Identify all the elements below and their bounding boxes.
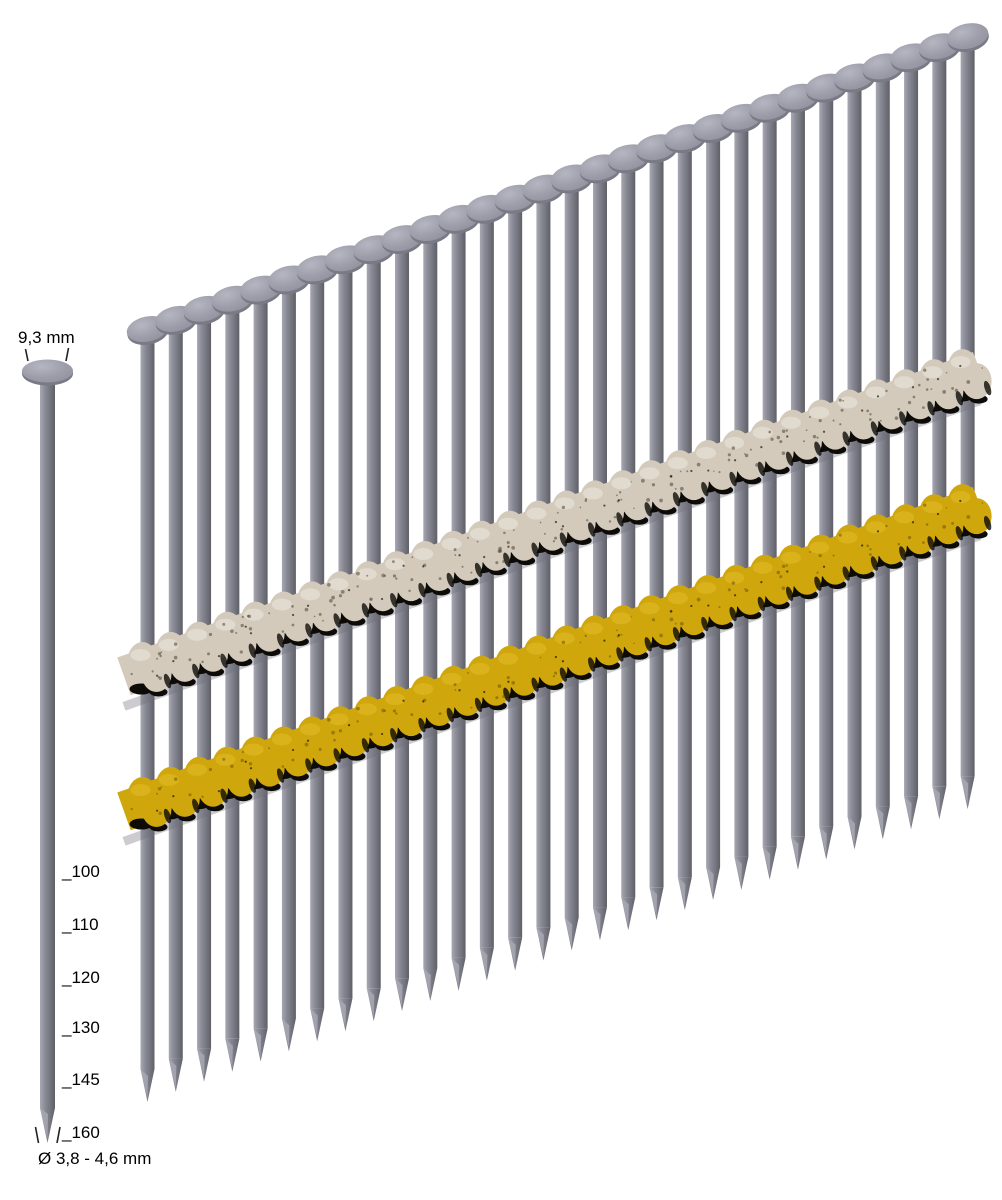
- shank-diameter-tick-marks: [34, 1126, 61, 1144]
- nail-heads: [126, 23, 989, 345]
- head-diameter-label: 9,3 mm: [18, 328, 75, 347]
- nail: [225, 298, 240, 1072]
- nail-shanks: [140, 36, 975, 1102]
- nail: [847, 76, 862, 850]
- collation-strip-yellow: [117, 484, 992, 846]
- nail: [706, 127, 721, 900]
- reference-nail: [22, 347, 73, 1144]
- length-label-130: _130: [62, 1018, 100, 1037]
- nail: [677, 137, 692, 911]
- nail: [621, 157, 636, 931]
- nail: [281, 278, 296, 1052]
- nail: [875, 66, 890, 840]
- nail: [762, 106, 777, 880]
- nail: [932, 46, 947, 820]
- nail: [338, 258, 353, 1032]
- nail: [395, 238, 410, 1012]
- nail: [479, 207, 494, 981]
- length-label-100: _100: [62, 862, 100, 881]
- nail: [734, 116, 749, 890]
- nail: [790, 96, 805, 870]
- nail: [508, 197, 523, 971]
- nail: [819, 86, 834, 860]
- nail: [423, 228, 438, 1001]
- nail: [960, 36, 975, 810]
- nail: [310, 268, 325, 1042]
- nail: [649, 147, 664, 921]
- nail: [904, 56, 919, 830]
- nail: [366, 248, 381, 1022]
- nail: [197, 308, 212, 1082]
- length-label-110: _110: [62, 915, 99, 934]
- length-label-120: _120: [62, 968, 100, 987]
- nail-head: [946, 23, 989, 53]
- nail: [564, 177, 579, 951]
- collation-strip-beige: [117, 349, 992, 711]
- nail: [536, 187, 551, 961]
- nail: [592, 167, 607, 941]
- head-diameter-leader-lines: [24, 347, 70, 362]
- length-label-160: _160: [62, 1123, 100, 1142]
- nail: [451, 217, 466, 991]
- nail: [168, 318, 183, 1092]
- nail: [140, 329, 155, 1102]
- shank-diameter-label: Ø 3,8 - 4,6 mm: [38, 1149, 152, 1168]
- nail: [253, 288, 268, 1062]
- length-label-145: _145: [62, 1070, 100, 1089]
